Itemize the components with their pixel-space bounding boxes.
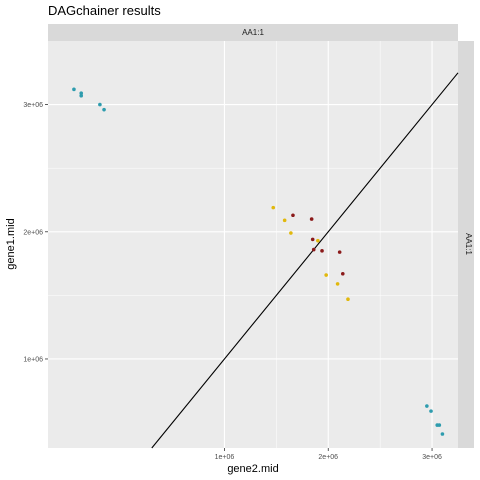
data-point xyxy=(335,282,340,286)
facet-strip-top xyxy=(48,24,458,41)
data-point xyxy=(311,247,316,252)
y-axis-ticks: 1e+06 2e+06 3e+06 xyxy=(23,102,48,363)
facet-label-top: AA1:1 xyxy=(242,28,264,37)
y-axis-title: gene1.mid xyxy=(5,218,17,269)
data-point xyxy=(437,423,442,427)
data-point xyxy=(316,238,320,243)
data-point xyxy=(79,93,84,98)
data-point xyxy=(310,237,315,242)
facet-strip-right xyxy=(458,41,474,448)
reference-diagonal-line xyxy=(151,72,459,449)
data-point xyxy=(291,213,295,218)
chart-title: DAGchainer results xyxy=(48,3,161,18)
data-point xyxy=(340,271,345,276)
facet-label-right: AA1:1 xyxy=(464,233,473,255)
data-point xyxy=(72,87,76,92)
gridlines xyxy=(48,41,458,448)
x-tick-label: 3e+06 xyxy=(422,454,442,461)
x-tick-label: 1e+06 xyxy=(215,454,235,461)
data-point xyxy=(425,404,429,408)
data-point xyxy=(289,231,293,235)
data-point xyxy=(346,297,350,301)
plot-panel xyxy=(48,41,458,448)
data-point xyxy=(440,432,445,436)
y-tick-label: 1e+06 xyxy=(23,356,43,363)
y-tick-label: 3e+06 xyxy=(23,102,43,109)
data-point xyxy=(320,249,324,253)
data-point xyxy=(79,91,84,95)
y-tick-label: 2e+06 xyxy=(23,229,43,236)
data-point xyxy=(337,250,342,254)
data-point xyxy=(271,205,276,210)
data-points xyxy=(72,87,445,436)
data-point xyxy=(282,218,287,223)
x-axis-ticks: 1e+06 2e+06 3e+06 xyxy=(215,448,442,461)
data-point xyxy=(429,409,433,413)
data-point xyxy=(309,217,314,221)
x-axis-title: gene2.mid xyxy=(227,463,278,475)
x-tick-label: 2e+06 xyxy=(318,454,338,461)
data-point xyxy=(98,102,102,107)
data-point xyxy=(102,107,106,112)
data-point xyxy=(324,273,328,277)
